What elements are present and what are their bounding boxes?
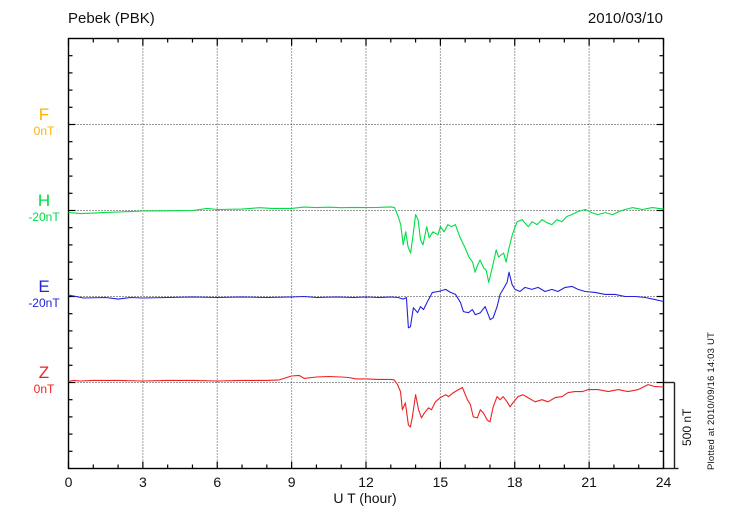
- channel-label-F: F 0nT: [6, 105, 82, 138]
- channel-letter-E: E: [38, 277, 50, 296]
- trace-E: [68, 271, 664, 329]
- gridlines: [142, 39, 590, 468]
- scale-bar: [663, 381, 679, 470]
- x-tick-label: 24: [655, 474, 672, 490]
- trace-Z: [68, 374, 664, 428]
- channel-letter-F: F: [38, 105, 50, 124]
- plot-date: 2010/03/10: [587, 10, 663, 27]
- x-tick-label: 18: [506, 474, 523, 490]
- channel-letter-Z: Z: [38, 363, 50, 382]
- trace-H: [68, 206, 664, 283]
- channel-ref-H: -20nT: [28, 210, 60, 224]
- x-axis-label: U T (hour): [333, 490, 397, 506]
- x-tick-label: 6: [213, 474, 222, 490]
- channel-label-E: E -20nT: [6, 277, 82, 310]
- x-tick-label: 15: [432, 474, 449, 490]
- traces: [68, 206, 664, 428]
- channel-ref-E: -20nT: [28, 296, 60, 310]
- channel-ref-Z: 0nT: [33, 382, 55, 396]
- plotted-at-note: Plotted at 2010/09/16 14:03 UT: [706, 331, 717, 470]
- channel-letter-H: H: [37, 191, 51, 210]
- channel-label-Z: Z 0nT: [6, 363, 82, 396]
- x-tick-label: 0: [64, 474, 73, 490]
- x-tick-label: 9: [287, 474, 296, 490]
- x-tick-label: 3: [138, 474, 147, 490]
- page-title: Pebek (PBK): [68, 10, 155, 27]
- channel-label-H: H -20nT: [6, 191, 82, 224]
- x-tick-label: 21: [581, 474, 597, 490]
- scale-bar-label: 500 nT: [680, 408, 694, 446]
- plot-border: [67, 37, 665, 470]
- channel-ref-F: 0nT: [33, 124, 55, 138]
- x-tick-label: 12: [358, 474, 374, 490]
